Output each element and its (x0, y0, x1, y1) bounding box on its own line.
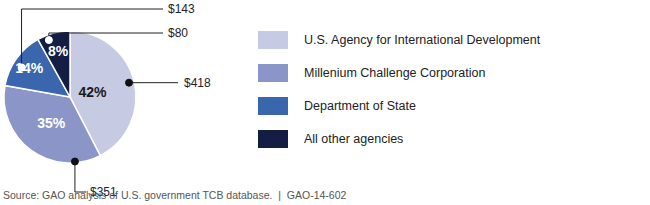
legend-label: Department of State (304, 99, 416, 113)
chart: 42%35%14%8%$418$351$143$80U.S. Agency fo… (0, 0, 650, 205)
amount-label: $80 (168, 26, 188, 40)
data-label: 8% (48, 43, 69, 59)
leader-line (129, 82, 178, 83)
leader-line (75, 161, 86, 192)
legend-label: Millenium Challenge Corporation (304, 66, 485, 80)
leader-line (22, 9, 163, 67)
data-label: 14% (15, 60, 44, 76)
callout-dot (18, 64, 25, 71)
legend: U.S. Agency for International Developmen… (258, 31, 541, 148)
legend-label: All other agencies (304, 132, 403, 146)
legend-label: U.S. Agency for International Developmen… (304, 33, 541, 47)
legend-swatch (258, 130, 288, 148)
callout-dot (71, 158, 78, 165)
data-label: 42% (78, 84, 107, 100)
amount-label: $418 (184, 76, 211, 90)
amount-label: $143 (168, 2, 195, 16)
callout-dot (126, 79, 133, 86)
pie: 42% 35% 14%8% (4, 31, 136, 163)
legend-swatch (258, 64, 288, 82)
callout-dot (45, 37, 52, 44)
leader-line (49, 33, 163, 40)
data-label: 35% (37, 115, 66, 131)
source: Source: GAO analysis of U.S. government … (3, 189, 347, 201)
legend-swatch (258, 97, 288, 115)
legend-swatch (258, 31, 288, 49)
callouts: $418$351$143$80 (18, 2, 211, 199)
